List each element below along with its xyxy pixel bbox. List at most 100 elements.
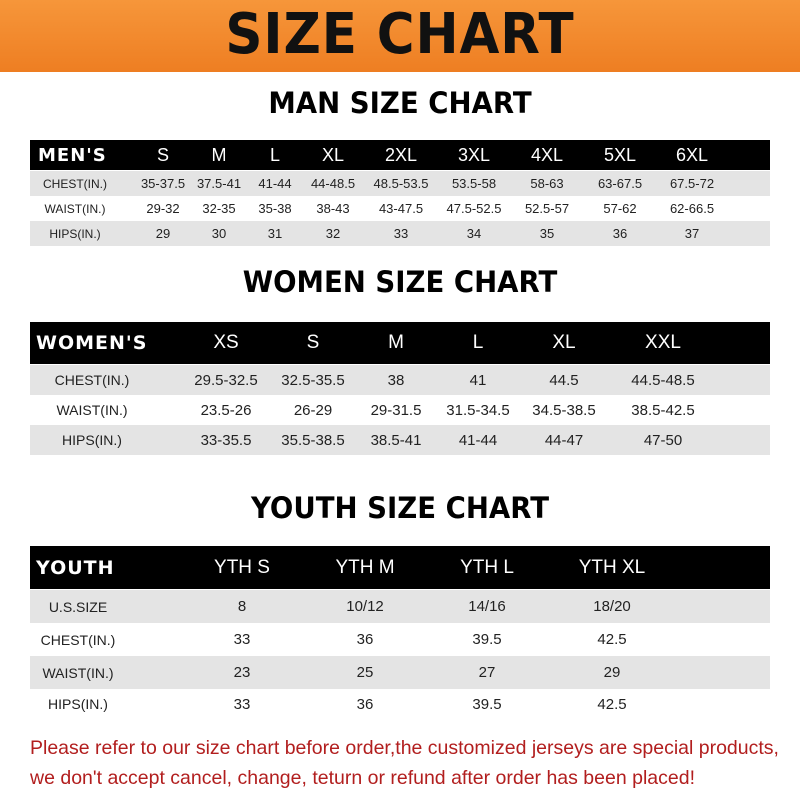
table-row: WAIST(IN.) 23 25 27 29 (30, 656, 770, 689)
measurement-value: 34 (466, 226, 482, 241)
measurement-value: 37 (684, 226, 700, 241)
size-column-header: L (472, 332, 484, 353)
measurement-value: 32 (325, 226, 341, 241)
measurement-value: 14/16 (468, 598, 506, 615)
size-column-header: XL (321, 144, 345, 165)
measurement-value: 35 (539, 226, 555, 241)
measurement-value: 44.5-48.5 (631, 371, 695, 389)
measurement-value: 35-38 (258, 201, 292, 216)
measurement-value: 33-35.5 (200, 431, 252, 449)
measurement-value: 58-63 (530, 176, 564, 191)
size-column-header: 5XL (603, 144, 637, 165)
measurement-label: HIPS(IN.) (62, 432, 122, 448)
size-column-header: M (388, 332, 404, 353)
measurement-value: 48.5-53.5 (373, 176, 429, 191)
measurement-value: 27 (478, 664, 496, 681)
table-row: U.S.SIZE 8 10/12 14/16 18/20 (30, 590, 770, 623)
table-row: CHEST(IN.) 33 36 39.5 42.5 (30, 623, 770, 656)
measurement-label: HIPS(IN.) (49, 226, 101, 241)
measurement-value: 36 (356, 631, 374, 648)
measurement-label: HIPS(IN.) (48, 696, 108, 712)
table-category-label: MEN'S (38, 144, 107, 166)
measurement-value: 32.5-35.5 (281, 371, 345, 389)
measurement-value: 36 (356, 695, 374, 713)
measurement-value: 44.5 (549, 371, 579, 389)
size-column-header: XXL (645, 332, 681, 353)
size-column-header: YTH S (214, 556, 270, 578)
measurement-value: 26-29 (293, 401, 333, 419)
measurement-value: 31 (267, 226, 283, 241)
size-column-header: 2XL (384, 144, 418, 165)
measurement-value: 42.5 (597, 695, 627, 713)
table-row: HIPS(IN.) 33-35.5 35.5-38.5 38.5-41 41-44 44-… (30, 425, 770, 455)
measurement-value: 29-31.5 (370, 401, 422, 419)
measurement-value: 35.5-38.5 (281, 431, 345, 449)
measurement-value: 33 (393, 226, 409, 241)
measurement-value: 38.5-42.5 (631, 401, 695, 419)
measurement-value: 34.5-38.5 (532, 401, 596, 419)
measurement-value: 44-47 (544, 431, 584, 449)
measurement-value: 32-35 (202, 201, 236, 216)
size-column-header: YTH M (335, 556, 395, 578)
header-row: WOMEN'S XS S M L XL XXL (30, 322, 770, 364)
measurement-value: 29-32 (146, 201, 180, 216)
measurement-value: 43-47.5 (378, 201, 424, 216)
table-row: CHEST(IN.) 35-37.5 37.5-41 41-44 44-48.5 48.5… (30, 171, 770, 196)
measurement-value: 53.5-58 (451, 176, 497, 191)
measurement-value: 29.5-32.5 (194, 371, 258, 389)
size-column-header: M (211, 144, 227, 165)
measurement-value: 35-37.5 (140, 176, 186, 191)
men-section-title: MAN SIZE CHART (268, 86, 532, 120)
measurement-label: WAIST(IN.) (42, 664, 114, 681)
banner-title: SIZE CHART (225, 2, 575, 67)
measurement-label: CHEST(IN.) (40, 631, 116, 648)
measurement-value: 67.5-72 (669, 176, 715, 191)
measurement-value: 62-66.5 (669, 201, 715, 216)
size-column-header: S (156, 144, 170, 165)
size-column-header: YTH L (460, 556, 514, 578)
women-section-title: WOMEN SIZE CHART (242, 265, 558, 299)
measurement-value: 38 (387, 371, 405, 389)
measurement-value: 39.5 (472, 631, 502, 648)
measurement-value: 52.5-57 (524, 201, 570, 216)
size-column-header: XS (213, 332, 239, 353)
size-column-header: L (269, 144, 281, 165)
size-column-header: S (306, 332, 320, 353)
table-row: CHEST(IN.) 29.5-32.5 32.5-35.5 38 41 44.5 44.5… (30, 365, 770, 395)
banner: SIZE CHART (0, 0, 800, 72)
measurement-label: CHEST(IN.) (54, 372, 130, 388)
measurement-value: 38.5-41 (370, 431, 422, 449)
table-row: WAIST(IN.) 29-32 32-35 35-38 38-43 43-47.5 47.… (30, 196, 770, 221)
measurement-value: 8 (237, 598, 247, 615)
measurement-value: 39.5 (472, 695, 502, 713)
table-category-label: YOUTH (36, 556, 115, 579)
measurement-value: 29 (155, 226, 171, 241)
table-category-label: WOMEN'S (36, 332, 148, 354)
header-row: YOUTH YTH S YTH M YTH L YTH XL (30, 546, 770, 589)
notice-line-1: Please refer to our size chart before or… (30, 737, 779, 759)
size-column-header: 6XL (675, 144, 709, 165)
youth-section-title: YOUTH SIZE CHART (250, 491, 550, 525)
size-column-header: YTH XL (578, 556, 646, 578)
measurement-value: 42.5 (597, 631, 627, 648)
measurement-value: 41 (469, 371, 487, 389)
measurement-value: 36 (612, 226, 628, 241)
measurement-value: 47.5-52.5 (446, 201, 502, 216)
notice-line-2: we don't accept cancel, change, teturn o… (30, 767, 695, 789)
measurement-label: WAIST(IN.) (56, 402, 128, 418)
header-row: MEN'S S M L XL 2XL 3XL 4XL 5XL 6XL (30, 140, 770, 170)
measurement-label: CHEST(IN.) (43, 176, 107, 191)
measurement-value: 25 (356, 664, 374, 681)
measurement-value: 33 (233, 631, 251, 648)
measurement-value: 41-44 (458, 431, 498, 449)
measurement-value: 31.5-34.5 (446, 401, 510, 419)
size-column-header: XL (552, 332, 576, 353)
table-row: HIPS(IN.) 29 30 31 32 33 34 35 36 37 (30, 221, 770, 246)
measurement-value: 37.5-41 (196, 176, 242, 191)
measurement-value: 29 (603, 664, 621, 681)
measurement-value: 33 (233, 695, 251, 713)
measurement-value: 47-50 (643, 431, 683, 449)
measurement-value: 44-48.5 (310, 176, 356, 191)
size-column-header: 3XL (457, 144, 491, 165)
measurement-value: 18/20 (593, 598, 631, 615)
